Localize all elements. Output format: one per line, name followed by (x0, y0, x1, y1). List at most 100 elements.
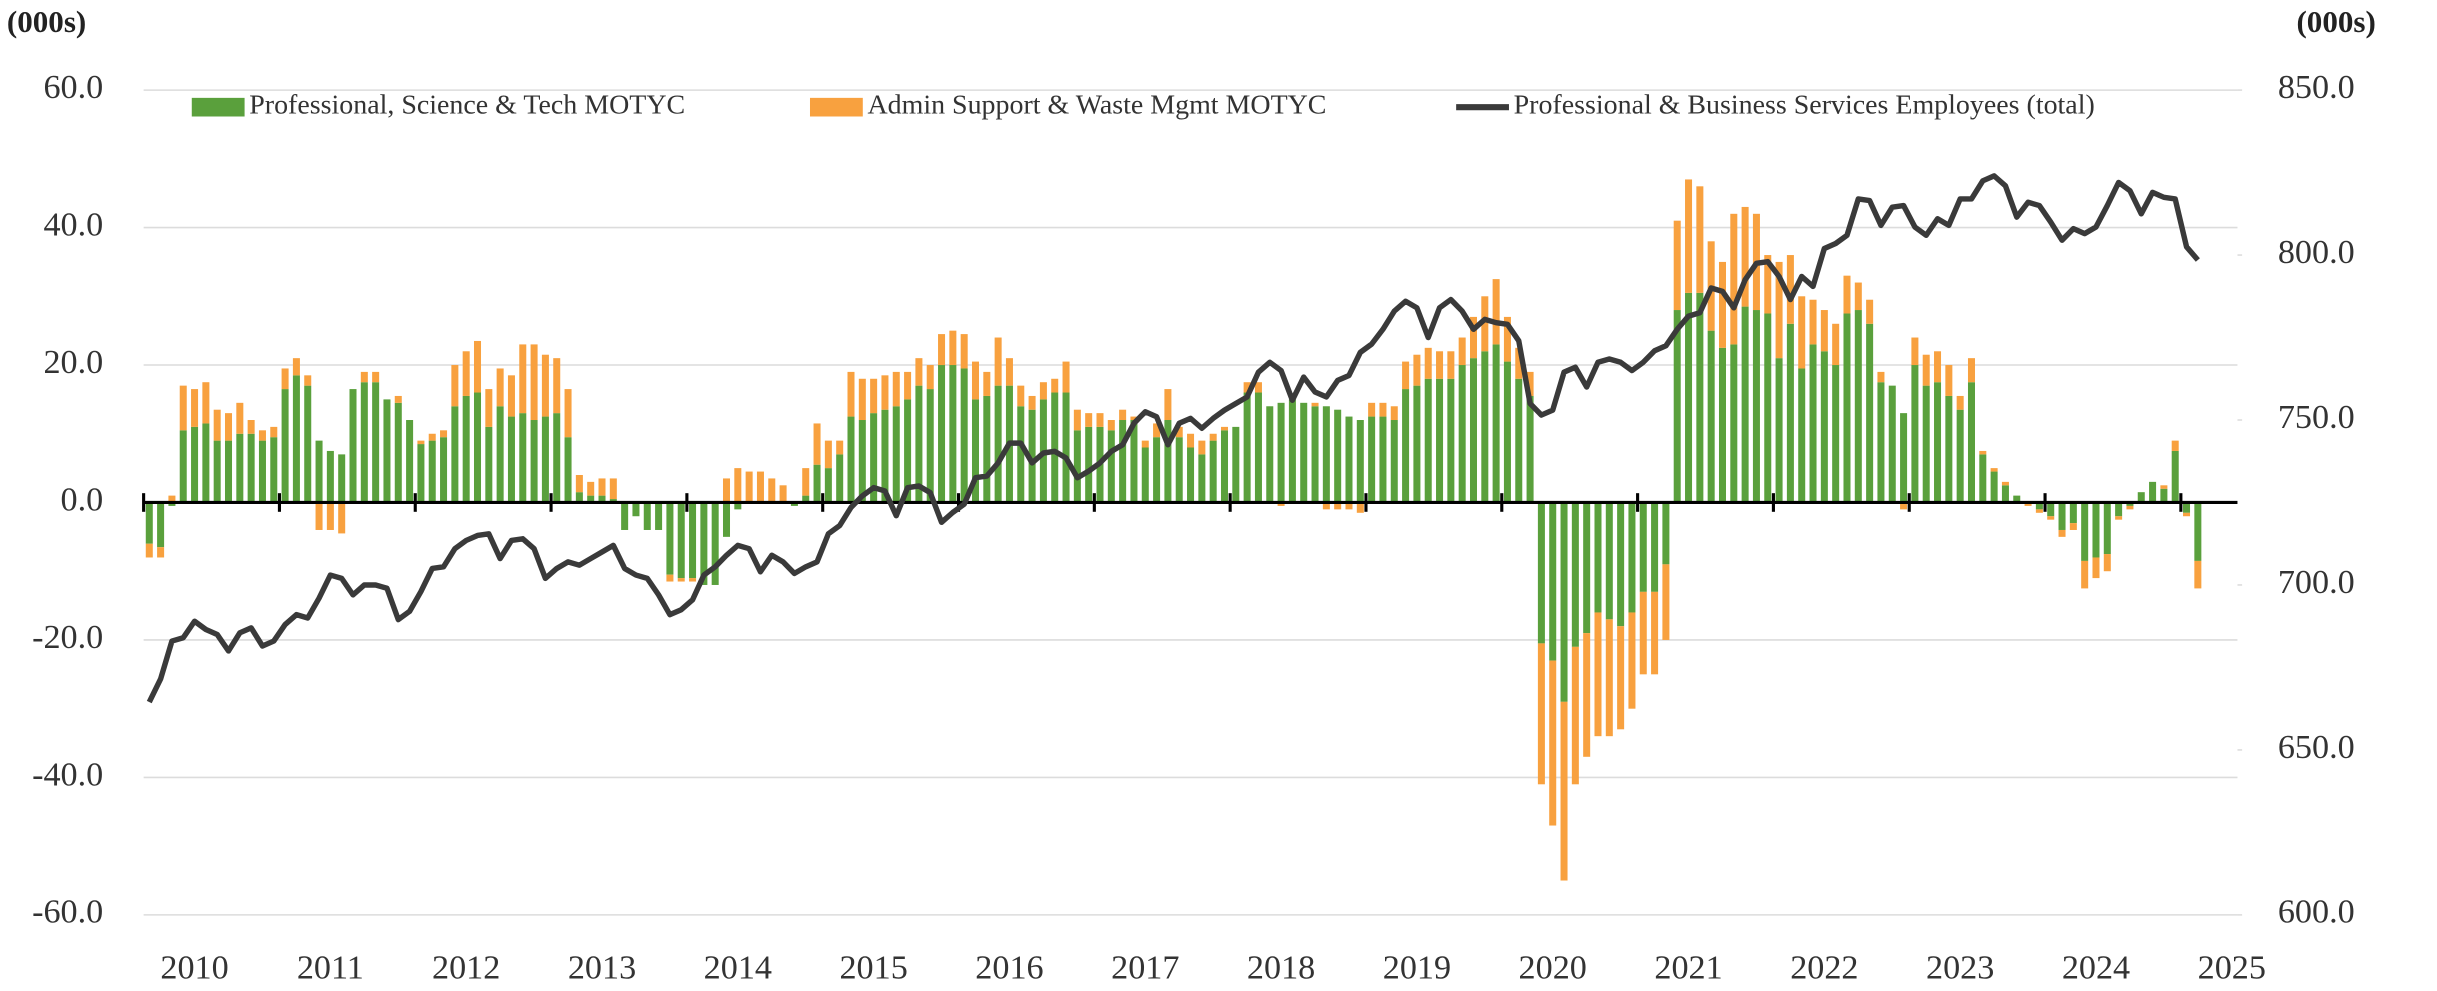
bar (1571, 502, 1579, 647)
bar (1718, 347, 1726, 503)
bar (2047, 516, 2055, 520)
bar (1028, 395, 1036, 410)
bar (1967, 382, 1975, 503)
bar (1277, 502, 1285, 506)
bar (338, 454, 346, 503)
bar (541, 416, 549, 503)
bar (1515, 347, 1523, 379)
bar (1786, 255, 1794, 324)
bar (1549, 502, 1557, 661)
bar (960, 334, 968, 369)
bar (1254, 382, 1262, 393)
bar (485, 426, 493, 503)
bar (1537, 502, 1545, 644)
bar (1673, 310, 1681, 503)
bar (1786, 323, 1794, 503)
bar (1911, 337, 1919, 366)
bar (530, 344, 538, 421)
bar (519, 413, 527, 503)
bar (1752, 310, 1760, 503)
bar (1458, 365, 1466, 503)
bar (564, 437, 572, 503)
bar (1866, 323, 1874, 503)
bar (1175, 437, 1183, 503)
bar (677, 502, 685, 579)
bar (1402, 361, 1410, 390)
bar (440, 437, 448, 503)
bar (1220, 426, 1229, 431)
bar (1368, 416, 1376, 503)
x-tick-label: 2017 (1111, 950, 1179, 987)
bar (1469, 316, 1478, 359)
bar (281, 389, 289, 503)
bar (236, 402, 244, 434)
bar (983, 395, 991, 503)
bar (1436, 351, 1444, 379)
bar (1051, 378, 1059, 393)
bar (1322, 502, 1330, 510)
bar (700, 502, 708, 585)
x-tick-label: 2020 (1519, 950, 1587, 987)
bar (1390, 406, 1398, 421)
bar (1469, 358, 1478, 503)
bar (1107, 430, 1115, 503)
bar (1062, 392, 1070, 503)
bar (360, 382, 368, 503)
bar (1594, 502, 1602, 613)
bar (2069, 523, 2077, 530)
bar (1492, 279, 1500, 345)
x-tick-label: 2019 (1383, 950, 1451, 987)
bar (270, 437, 278, 503)
bar (971, 361, 980, 400)
x-tick-label: 2018 (1247, 950, 1315, 987)
bar (609, 478, 617, 500)
bar (1198, 454, 1206, 503)
bar (1934, 351, 1942, 383)
bar (1141, 440, 1149, 448)
y2-tick-label: 600.0 (2278, 894, 2355, 931)
bar (994, 385, 1002, 503)
bar (938, 365, 946, 503)
bar (1005, 358, 1013, 386)
bar (1164, 389, 1172, 421)
bar (2115, 516, 2123, 520)
bar (168, 495, 176, 503)
bar (1390, 420, 1398, 503)
bar (1583, 502, 1591, 634)
bar (1922, 385, 1930, 503)
y-tick-label: -60.0 (32, 894, 103, 931)
bar (847, 371, 855, 417)
bar (1651, 591, 1659, 675)
bar (1956, 409, 1964, 503)
bar (994, 337, 1002, 386)
x-tick-label: 2023 (1926, 950, 1994, 987)
bar (1017, 385, 1025, 407)
bar (870, 413, 878, 503)
bar (881, 375, 889, 410)
bar (1481, 296, 1489, 352)
bar (802, 495, 810, 503)
bar (949, 330, 957, 366)
bar (451, 365, 459, 407)
bar (2183, 502, 2191, 513)
bar (1198, 440, 1206, 455)
bar (1832, 323, 1840, 366)
bar (1707, 330, 1715, 503)
bar (553, 358, 561, 414)
bar (1209, 440, 1217, 503)
bar (575, 492, 583, 503)
bar (1356, 502, 1364, 513)
y-tick-label: 60.0 (43, 69, 103, 106)
bar (904, 371, 912, 400)
bar (1119, 420, 1127, 503)
bar (904, 399, 912, 503)
y-tick-label: -20.0 (32, 619, 103, 656)
bar (1356, 420, 1364, 503)
bar (315, 440, 323, 503)
bar (892, 406, 900, 503)
bar (372, 371, 380, 383)
bar (1107, 420, 1115, 431)
bar (1073, 409, 1081, 431)
bar (281, 368, 289, 390)
bar (1843, 313, 1851, 503)
